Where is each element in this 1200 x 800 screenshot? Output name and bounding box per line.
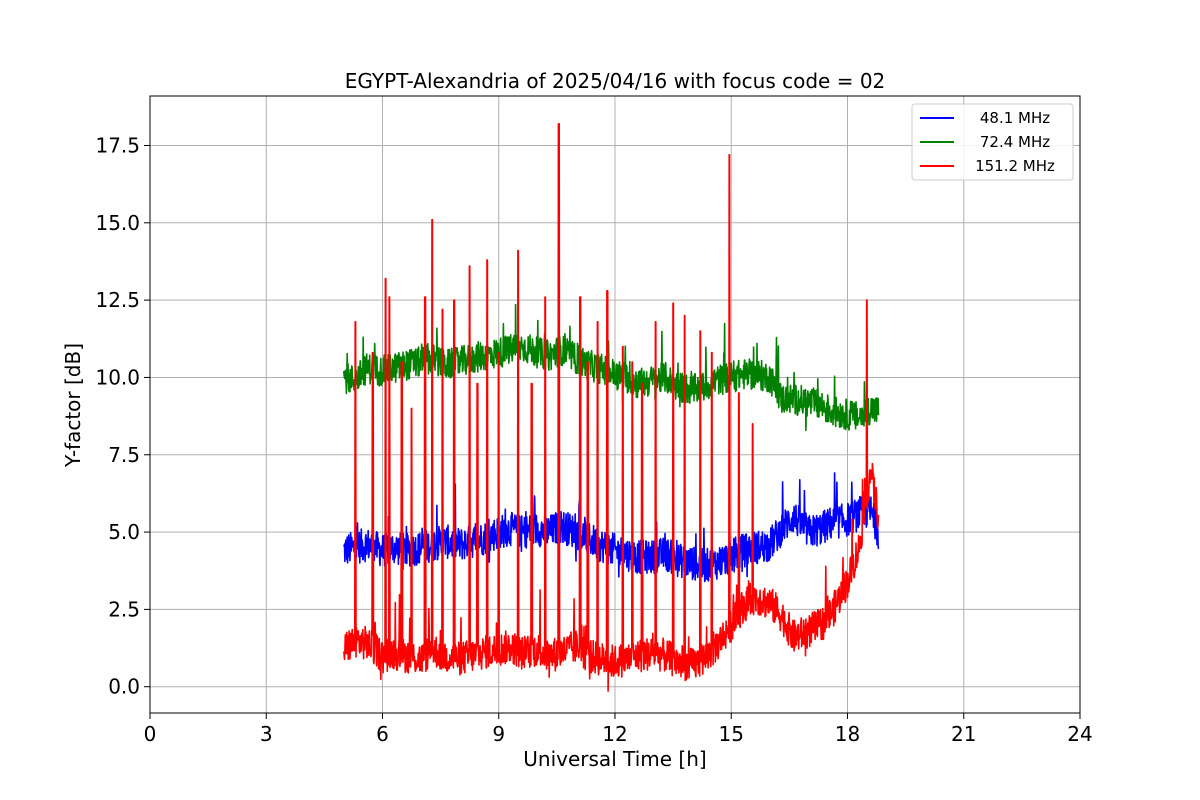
x-tick-label: 21 (951, 722, 976, 746)
y-tick-label: 0.0 (108, 675, 140, 699)
y-tick-label: 12.5 (95, 288, 140, 312)
chart-title: EGYPT-Alexandria of 2025/04/16 with focu… (345, 69, 886, 93)
x-tick-label: 24 (1067, 722, 1092, 746)
series-line (343, 123, 880, 692)
x-tick-label: 15 (719, 722, 744, 746)
y-tick-label: 7.5 (108, 443, 140, 467)
legend-entry: 72.4 MHz (980, 133, 1050, 151)
x-tick-label: 9 (492, 722, 505, 746)
y-axis-label: Y-factor [dB] (61, 343, 85, 468)
legend-entry: 48.1 MHz (980, 109, 1050, 127)
y-tick-label: 15.0 (95, 211, 140, 235)
legend: 48.1 MHz 72.4 MHz 151.2 MHz (911, 103, 1074, 181)
y-tick-label: 17.5 (95, 133, 140, 157)
legend-entry: 151.2 MHz (975, 157, 1055, 175)
y-tick-label: 5.0 (108, 520, 140, 544)
y-tick-label: 10.0 (95, 365, 140, 389)
x-axis-label: Universal Time [h] (523, 747, 706, 771)
series-layer (343, 123, 880, 692)
x-tick-label: 18 (835, 722, 860, 746)
x-tick-label: 0 (144, 722, 157, 746)
legend-box (911, 103, 1074, 181)
y-axis-ticks: 0.0 2.5 5.0 7.5 10.0 12.5 15.0 17.5 (95, 133, 150, 699)
x-tick-label: 6 (376, 722, 389, 746)
x-axis-ticks: 0 3 6 9 12 15 18 21 24 (144, 713, 1093, 746)
y-tick-label: 2.5 (108, 597, 140, 621)
x-tick-label: 3 (260, 722, 273, 746)
x-tick-label: 12 (602, 722, 627, 746)
